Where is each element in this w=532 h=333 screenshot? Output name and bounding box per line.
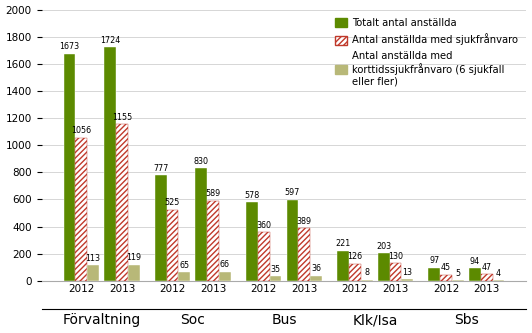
- Bar: [219, 272, 231, 281]
- Bar: [349, 264, 361, 281]
- Text: 1724: 1724: [100, 36, 120, 45]
- Bar: [167, 209, 178, 281]
- Bar: [116, 124, 128, 281]
- Bar: [104, 47, 116, 281]
- Bar: [298, 228, 310, 281]
- Text: 126: 126: [347, 252, 362, 261]
- Bar: [76, 138, 87, 281]
- Legend: Totalt antal anställda, Antal anställda med sjukfrånvaro, Antal anställda med
ko: Totalt antal anställda, Antal anställda …: [332, 15, 521, 90]
- Text: 1056: 1056: [71, 126, 92, 135]
- Bar: [195, 168, 207, 281]
- Text: 8: 8: [364, 268, 369, 277]
- Bar: [428, 268, 440, 281]
- Text: 578: 578: [244, 191, 260, 200]
- Bar: [337, 251, 349, 281]
- Bar: [481, 274, 493, 281]
- Text: 47: 47: [481, 263, 492, 272]
- Text: 597: 597: [285, 188, 300, 197]
- Text: 36: 36: [311, 264, 321, 273]
- Text: 203: 203: [376, 242, 391, 251]
- Bar: [246, 202, 257, 281]
- Bar: [63, 54, 76, 281]
- Text: 119: 119: [126, 253, 142, 262]
- Text: 1673: 1673: [60, 43, 80, 52]
- Bar: [389, 263, 402, 281]
- Bar: [155, 175, 167, 281]
- Text: 221: 221: [335, 239, 351, 248]
- Text: 360: 360: [256, 220, 271, 229]
- Bar: [178, 272, 190, 281]
- Bar: [452, 280, 464, 281]
- Text: 525: 525: [165, 198, 180, 207]
- Text: 389: 389: [297, 216, 312, 225]
- Bar: [402, 279, 413, 281]
- Text: 65: 65: [179, 260, 189, 269]
- Text: 830: 830: [194, 157, 209, 166]
- Text: 113: 113: [86, 254, 101, 263]
- Text: 97: 97: [429, 256, 439, 265]
- Text: 35: 35: [270, 265, 280, 274]
- Bar: [469, 268, 481, 281]
- Bar: [361, 280, 372, 281]
- Bar: [493, 280, 504, 281]
- Bar: [378, 253, 389, 281]
- Text: 66: 66: [220, 260, 230, 269]
- Text: 589: 589: [205, 189, 221, 198]
- Text: 45: 45: [441, 263, 451, 272]
- Bar: [87, 265, 99, 281]
- Text: 777: 777: [153, 164, 168, 173]
- Text: 1155: 1155: [112, 113, 132, 122]
- Bar: [310, 276, 322, 281]
- Bar: [128, 265, 140, 281]
- Bar: [287, 200, 298, 281]
- Bar: [440, 275, 452, 281]
- Bar: [257, 232, 270, 281]
- Text: 94: 94: [470, 257, 480, 266]
- Text: 4: 4: [496, 269, 501, 278]
- Text: 13: 13: [402, 268, 412, 277]
- Text: 5: 5: [455, 269, 460, 278]
- Text: 130: 130: [388, 252, 403, 261]
- Bar: [207, 201, 219, 281]
- Bar: [270, 276, 281, 281]
